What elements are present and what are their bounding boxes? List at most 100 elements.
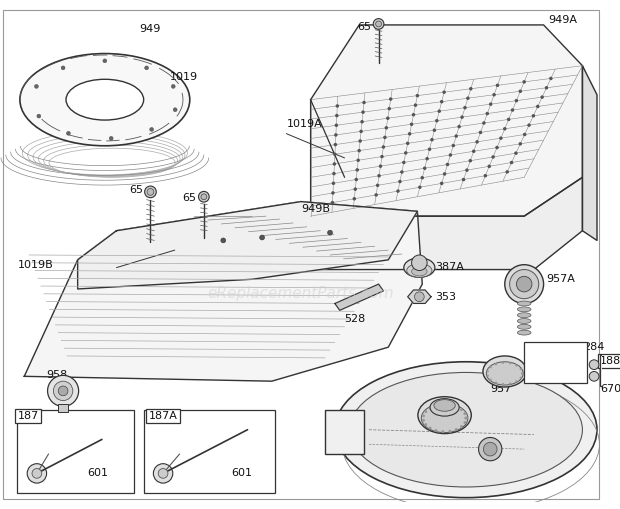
Circle shape xyxy=(415,292,424,301)
Circle shape xyxy=(476,140,479,144)
Circle shape xyxy=(66,131,71,135)
Circle shape xyxy=(61,66,65,70)
Circle shape xyxy=(424,423,427,426)
Circle shape xyxy=(171,84,175,89)
Circle shape xyxy=(514,152,518,155)
Text: 958: 958 xyxy=(46,370,68,380)
Text: 949: 949 xyxy=(139,24,160,34)
Circle shape xyxy=(357,149,361,152)
Circle shape xyxy=(466,97,469,100)
Circle shape xyxy=(441,430,445,433)
Circle shape xyxy=(589,372,599,381)
Circle shape xyxy=(358,139,362,143)
Text: 1019B: 1019B xyxy=(17,260,53,270)
Circle shape xyxy=(460,425,463,428)
Circle shape xyxy=(521,372,523,375)
Circle shape xyxy=(443,172,446,176)
Circle shape xyxy=(374,193,378,196)
Circle shape xyxy=(32,469,42,478)
Circle shape xyxy=(332,172,335,176)
Circle shape xyxy=(27,464,46,483)
Circle shape xyxy=(260,235,265,240)
Circle shape xyxy=(523,133,526,136)
Ellipse shape xyxy=(517,301,531,306)
Circle shape xyxy=(462,178,465,181)
Circle shape xyxy=(333,162,336,166)
Text: 601: 601 xyxy=(87,468,108,478)
Circle shape xyxy=(451,144,455,147)
Circle shape xyxy=(484,442,497,456)
Circle shape xyxy=(332,182,335,185)
Circle shape xyxy=(379,164,383,168)
Ellipse shape xyxy=(517,330,531,335)
Circle shape xyxy=(460,408,463,411)
Circle shape xyxy=(499,136,503,140)
Circle shape xyxy=(201,194,206,200)
Ellipse shape xyxy=(412,267,427,276)
Ellipse shape xyxy=(404,258,435,277)
Bar xyxy=(144,410,275,493)
Circle shape xyxy=(509,382,512,385)
Circle shape xyxy=(455,405,458,408)
Circle shape xyxy=(442,91,446,94)
Circle shape xyxy=(335,114,339,118)
Circle shape xyxy=(489,366,492,369)
Circle shape xyxy=(509,362,512,364)
Circle shape xyxy=(406,142,409,145)
Circle shape xyxy=(335,124,338,127)
Circle shape xyxy=(435,429,438,432)
Circle shape xyxy=(464,416,467,419)
Ellipse shape xyxy=(434,400,455,411)
Circle shape xyxy=(492,93,496,97)
Circle shape xyxy=(353,197,356,201)
Circle shape xyxy=(428,427,432,430)
Circle shape xyxy=(489,379,492,381)
Ellipse shape xyxy=(430,399,459,416)
Circle shape xyxy=(356,158,360,162)
Circle shape xyxy=(527,123,531,127)
Ellipse shape xyxy=(407,264,432,277)
Circle shape xyxy=(158,469,168,478)
Circle shape xyxy=(355,178,358,181)
Circle shape xyxy=(412,255,427,270)
Circle shape xyxy=(518,142,522,146)
Circle shape xyxy=(463,421,466,424)
Circle shape xyxy=(382,145,385,149)
Circle shape xyxy=(415,94,419,97)
Circle shape xyxy=(469,159,472,162)
Circle shape xyxy=(440,182,443,185)
Circle shape xyxy=(463,412,466,415)
Text: 65: 65 xyxy=(357,22,371,32)
Circle shape xyxy=(360,130,363,133)
Circle shape xyxy=(455,428,458,431)
Circle shape xyxy=(495,363,497,365)
Text: eReplacementParts.com: eReplacementParts.com xyxy=(208,287,394,301)
Circle shape xyxy=(414,103,417,107)
Circle shape xyxy=(360,120,364,124)
Ellipse shape xyxy=(335,362,597,498)
Text: 957A: 957A xyxy=(546,274,575,285)
Circle shape xyxy=(333,153,337,156)
Circle shape xyxy=(383,136,387,139)
Polygon shape xyxy=(306,177,582,270)
Polygon shape xyxy=(582,66,597,240)
Ellipse shape xyxy=(517,313,531,318)
Ellipse shape xyxy=(350,373,582,487)
Circle shape xyxy=(549,77,552,80)
Circle shape xyxy=(386,117,389,120)
Text: 187: 187 xyxy=(17,411,38,421)
Text: 670: 670 xyxy=(600,384,620,394)
Polygon shape xyxy=(408,290,431,303)
Circle shape xyxy=(502,383,504,385)
Circle shape xyxy=(37,114,41,118)
Circle shape xyxy=(400,170,404,174)
Circle shape xyxy=(520,368,522,370)
Circle shape xyxy=(410,123,414,126)
Circle shape xyxy=(507,118,510,121)
Circle shape xyxy=(330,201,334,204)
Circle shape xyxy=(515,364,518,366)
Text: 353: 353 xyxy=(435,292,456,302)
Circle shape xyxy=(53,381,73,401)
Text: 1019: 1019 xyxy=(170,72,198,82)
Ellipse shape xyxy=(517,307,531,312)
